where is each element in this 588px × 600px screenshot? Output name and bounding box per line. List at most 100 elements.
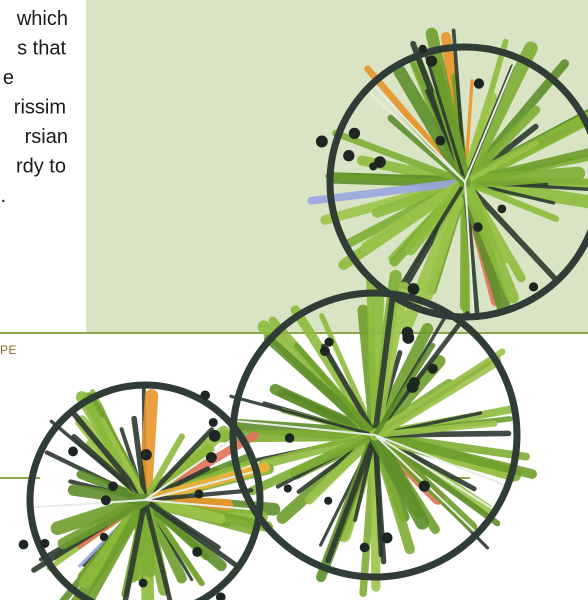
stroke [374,434,496,512]
stroke [100,417,148,503]
stroke [365,88,466,183]
paragraph-line: s that [17,38,66,60]
stroke [233,419,376,436]
stroke [365,273,379,439]
stroke [371,83,466,183]
stroke [460,105,541,187]
stroke [372,432,384,558]
dot [427,363,438,374]
wheel-rim [229,289,521,581]
dot [528,282,539,292]
dot [205,452,217,463]
wheel-rim [326,43,588,321]
stroke [247,430,380,496]
stroke [393,65,472,189]
dot [215,592,226,600]
stroke [144,433,240,501]
dot [406,381,419,393]
dot [208,429,221,442]
dot [283,484,292,493]
stroke [131,415,148,503]
stroke [142,497,173,600]
dot [473,222,483,232]
stroke [325,432,378,564]
stroke [372,420,498,438]
dot [381,532,393,544]
stroke [85,495,150,600]
stroke [462,140,539,185]
stroke [332,129,469,186]
paragraph-line: rdy to [16,156,66,178]
stroke [142,427,215,503]
artwork [18,27,588,600]
dot [348,127,361,140]
dot [425,55,438,67]
dot [18,539,29,550]
dot [140,449,152,461]
stroke [423,50,467,184]
stroke [370,430,538,479]
stroke [263,334,380,440]
dot [200,390,211,401]
dot [435,135,446,146]
stroke [393,180,467,297]
stroke [57,494,151,550]
stroke [320,343,378,438]
dot [194,489,204,499]
dot [100,495,111,506]
dot [407,283,420,295]
stroke [464,56,518,183]
stroke [70,409,148,503]
paragraph-line: rsian [25,126,68,148]
stroke [293,342,378,438]
stroke [372,342,436,438]
stroke [462,179,558,282]
stroke [141,433,185,504]
stroke [67,484,151,506]
dot [418,44,427,54]
dot [359,542,370,553]
stroke [461,178,560,222]
wheel-rim [26,381,264,600]
paragraph-line: which [16,8,68,30]
stroke [368,428,430,530]
dot [369,162,378,171]
dot [324,337,334,347]
paragraph-line: . [0,185,6,207]
dot [68,446,78,457]
stroke [139,494,226,524]
stroke [458,166,586,189]
stroke [425,27,471,188]
stroke [30,499,146,509]
stroke [142,497,239,568]
stroke [49,419,147,502]
stroke [229,394,377,437]
dot [315,135,328,148]
paragraph-line: rissim [14,97,66,119]
stroke [464,181,475,317]
stroke [424,178,469,302]
section-label: PE [0,343,17,357]
dot [284,433,295,443]
dot [99,532,109,542]
dot [108,481,118,492]
stroke [458,175,519,304]
dot [319,346,330,357]
dot [138,578,148,588]
dot [497,204,507,214]
dot [40,538,50,548]
dot [192,546,203,557]
stroke [138,389,159,507]
dot [324,496,333,505]
stroke [122,497,148,600]
stroke [369,355,502,441]
stroke [304,430,380,505]
paragraph-line: e [3,67,14,89]
dot [208,417,218,427]
stroke [360,176,471,253]
dot [401,326,414,339]
stroke [307,178,469,205]
stroke [144,499,260,511]
dot [343,150,355,162]
